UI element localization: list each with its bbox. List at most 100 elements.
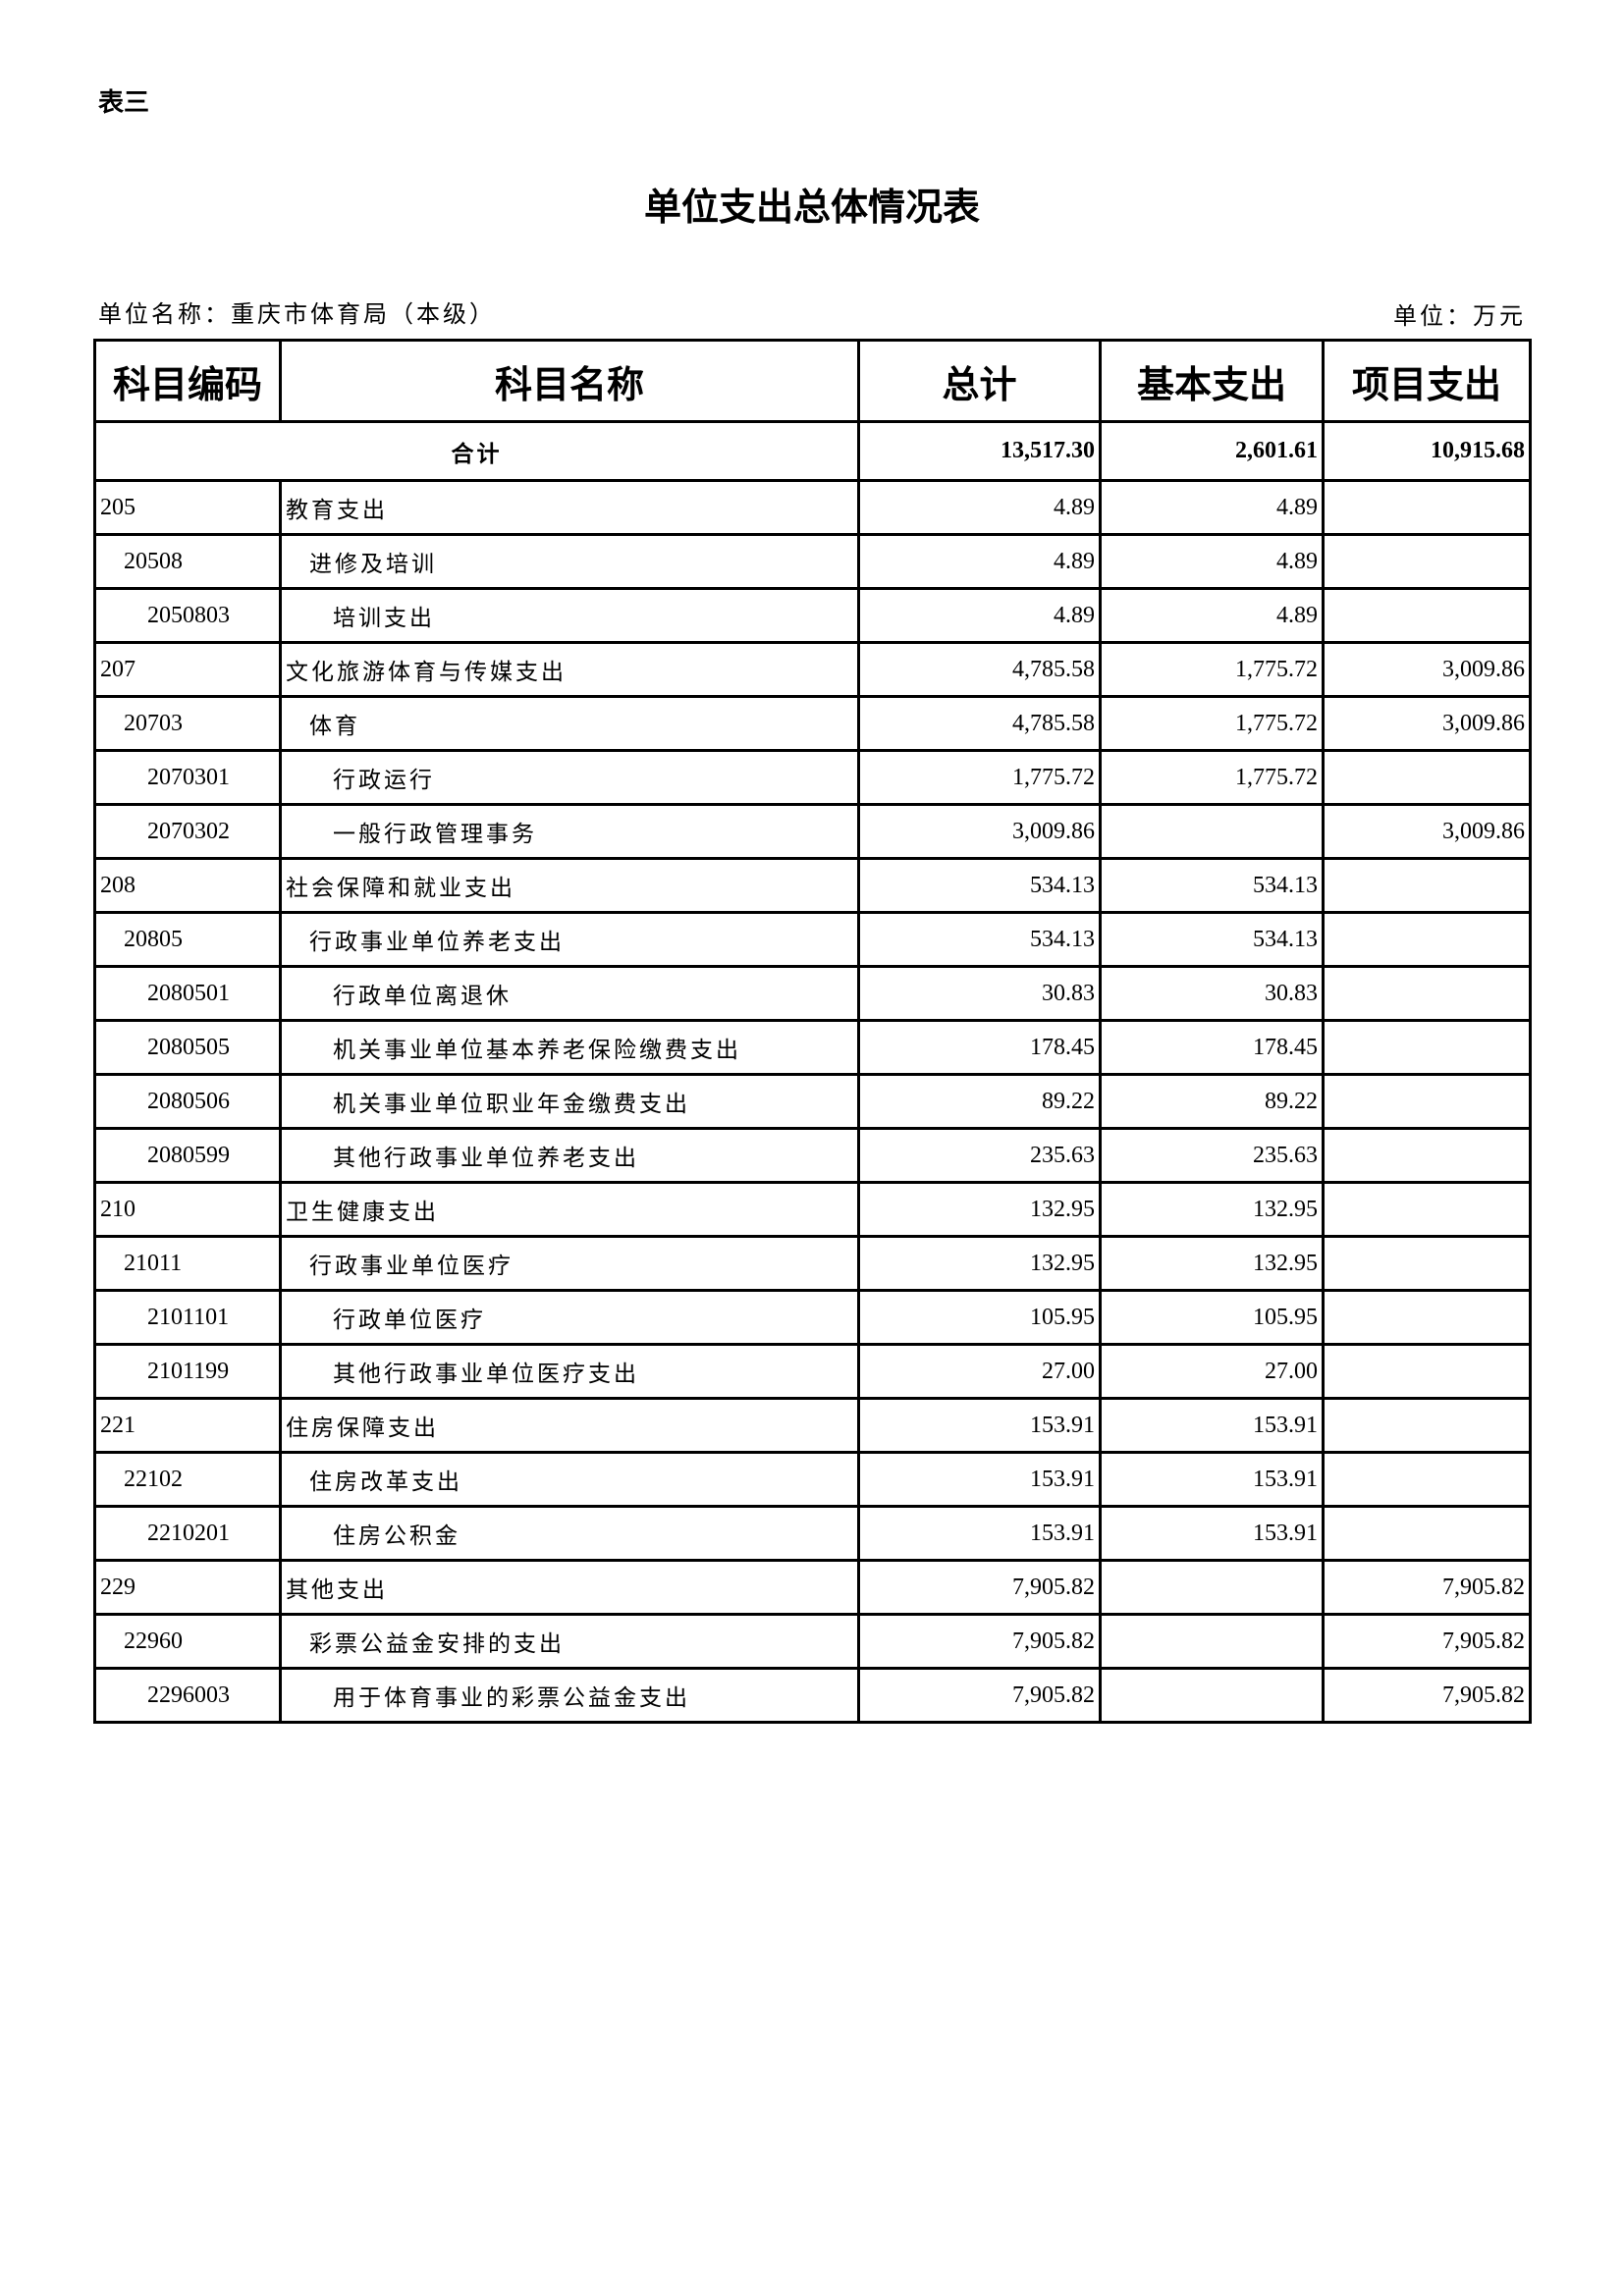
table-row: 2296003 用于体育事业的彩票公益金支出 7,905.82 7,905.82	[93, 1667, 1532, 1724]
table-row: 2070301 行政运行 1,775.72 1,775.72	[93, 749, 1532, 806]
cell-basic: 1,775.72	[1099, 749, 1325, 806]
cell-total: 3,009.86	[857, 803, 1102, 860]
cell-total: 4,785.58	[857, 641, 1102, 698]
col-basic: 基本支出	[1099, 339, 1325, 423]
cell-code: 2070302	[93, 803, 282, 860]
cell-project	[1322, 911, 1532, 968]
cell-name: 机关事业单位职业年金缴费支出	[279, 1073, 860, 1130]
cell-total: 4.89	[857, 479, 1102, 536]
col-project: 项目支出	[1322, 339, 1532, 423]
cell-total: 534.13	[857, 857, 1102, 914]
table-row: 20508 进修及培训 4.89 4.89	[93, 533, 1532, 590]
expenditure-table: 科目编码 科目名称 总计 基本支出 项目支出 合计 13,517.30 2,60…	[93, 339, 1532, 1724]
cell-basic: 153.91	[1099, 1397, 1325, 1454]
cell-name: 培训支出	[279, 587, 860, 644]
table-row: 205 教育支出 4.89 4.89	[93, 479, 1532, 536]
cell-total: 1,775.72	[857, 749, 1102, 806]
table-row: 221 住房保障支出 153.91 153.91	[93, 1397, 1532, 1454]
table-row: 229 其他支出 7,905.82 7,905.82	[93, 1559, 1532, 1616]
cell-name: 行政单位离退休	[279, 965, 860, 1022]
cell-basic: 153.91	[1099, 1451, 1325, 1508]
cell-project: 3,009.86	[1322, 641, 1532, 698]
cell-name: 文化旅游体育与传媒支出	[279, 641, 860, 698]
cell-project	[1322, 1397, 1532, 1454]
cell-project: 3,009.86	[1322, 803, 1532, 860]
cell-total: 7,905.82	[857, 1613, 1102, 1670]
cell-total: 153.91	[857, 1451, 1102, 1508]
cell-code: 21011	[93, 1235, 282, 1292]
table-row: 20805 行政事业单位养老支出 534.13 534.13	[93, 911, 1532, 968]
cell-total: 4.89	[857, 587, 1102, 644]
header-row: 科目编码 科目名称 总计 基本支出 项目支出	[93, 339, 1532, 423]
cell-code: 2080599	[93, 1127, 282, 1184]
cell-name: 其他行政事业单位医疗支出	[279, 1343, 860, 1400]
cell-project	[1322, 1019, 1532, 1076]
cell-name: 卫生健康支出	[279, 1181, 860, 1238]
table-row: 2050803 培训支出 4.89 4.89	[93, 587, 1532, 644]
cell-basic: 132.95	[1099, 1235, 1325, 1292]
table-row: 2080501 行政单位离退休 30.83 30.83	[93, 965, 1532, 1022]
cell-code: 2050803	[93, 587, 282, 644]
table-row: 20703 体育 4,785.58 1,775.72 3,009.86	[93, 695, 1532, 752]
cell-name: 行政运行	[279, 749, 860, 806]
table-row: 22960 彩票公益金安排的支出 7,905.82 7,905.82	[93, 1613, 1532, 1670]
col-total: 总计	[857, 339, 1102, 423]
cell-code: 2101101	[93, 1289, 282, 1346]
cell-code: 2296003	[93, 1667, 282, 1724]
cell-name: 行政单位医疗	[279, 1289, 860, 1346]
cell-code: 221	[93, 1397, 282, 1454]
cell-basic: 4.89	[1099, 587, 1325, 644]
cell-total: 153.91	[857, 1505, 1102, 1562]
total-project: 10,915.68	[1322, 420, 1532, 482]
unit-name: 单位名称：重庆市体育局（本级）	[98, 300, 496, 328]
cell-total: 132.95	[857, 1181, 1102, 1238]
table-row: 2070302 一般行政管理事务 3,009.86 3,009.86	[93, 803, 1532, 860]
cell-name: 住房保障支出	[279, 1397, 860, 1454]
cell-name: 住房公积金	[279, 1505, 860, 1562]
total-label: 合计	[93, 420, 860, 482]
cell-basic: 105.95	[1099, 1289, 1325, 1346]
cell-name: 其他行政事业单位养老支出	[279, 1127, 860, 1184]
cell-code: 2101199	[93, 1343, 282, 1400]
total-row: 合计 13,517.30 2,601.61 10,915.68	[93, 420, 1532, 482]
cell-name: 机关事业单位基本养老保险缴费支出	[279, 1019, 860, 1076]
cell-basic: 27.00	[1099, 1343, 1325, 1400]
cell-basic: 4.89	[1099, 533, 1325, 590]
cell-project	[1322, 1127, 1532, 1184]
cell-basic: 132.95	[1099, 1181, 1325, 1238]
cell-name: 一般行政管理事务	[279, 803, 860, 860]
total-basic: 2,601.61	[1099, 420, 1325, 482]
col-code: 科目编码	[93, 339, 282, 423]
cell-name: 教育支出	[279, 479, 860, 536]
cell-project: 3,009.86	[1322, 695, 1532, 752]
cell-code: 22960	[93, 1613, 282, 1670]
cell-project	[1322, 1073, 1532, 1130]
cell-total: 7,905.82	[857, 1559, 1102, 1616]
cell-project	[1322, 1505, 1532, 1562]
cell-project: 7,905.82	[1322, 1559, 1532, 1616]
cell-total: 4.89	[857, 533, 1102, 590]
cell-basic: 4.89	[1099, 479, 1325, 536]
cell-code: 2070301	[93, 749, 282, 806]
cell-total: 30.83	[857, 965, 1102, 1022]
cell-total: 7,905.82	[857, 1667, 1102, 1724]
cell-total: 105.95	[857, 1289, 1102, 1346]
cell-name: 彩票公益金安排的支出	[279, 1613, 860, 1670]
cell-project	[1322, 1451, 1532, 1508]
table-row: 210 卫生健康支出 132.95 132.95	[93, 1181, 1532, 1238]
cell-basic: 30.83	[1099, 965, 1325, 1022]
cell-project	[1322, 857, 1532, 914]
cell-code: 2210201	[93, 1505, 282, 1562]
total-total: 13,517.30	[857, 420, 1102, 482]
table-number: 表三	[98, 88, 150, 118]
cell-code: 2080501	[93, 965, 282, 1022]
cell-project: 7,905.82	[1322, 1613, 1532, 1670]
cell-basic: 1,775.72	[1099, 641, 1325, 698]
cell-basic: 178.45	[1099, 1019, 1325, 1076]
cell-name: 用于体育事业的彩票公益金支出	[279, 1667, 860, 1724]
cell-code: 22102	[93, 1451, 282, 1508]
cell-project	[1322, 1235, 1532, 1292]
cell-project	[1322, 1343, 1532, 1400]
cell-project	[1322, 1289, 1532, 1346]
cell-total: 235.63	[857, 1127, 1102, 1184]
